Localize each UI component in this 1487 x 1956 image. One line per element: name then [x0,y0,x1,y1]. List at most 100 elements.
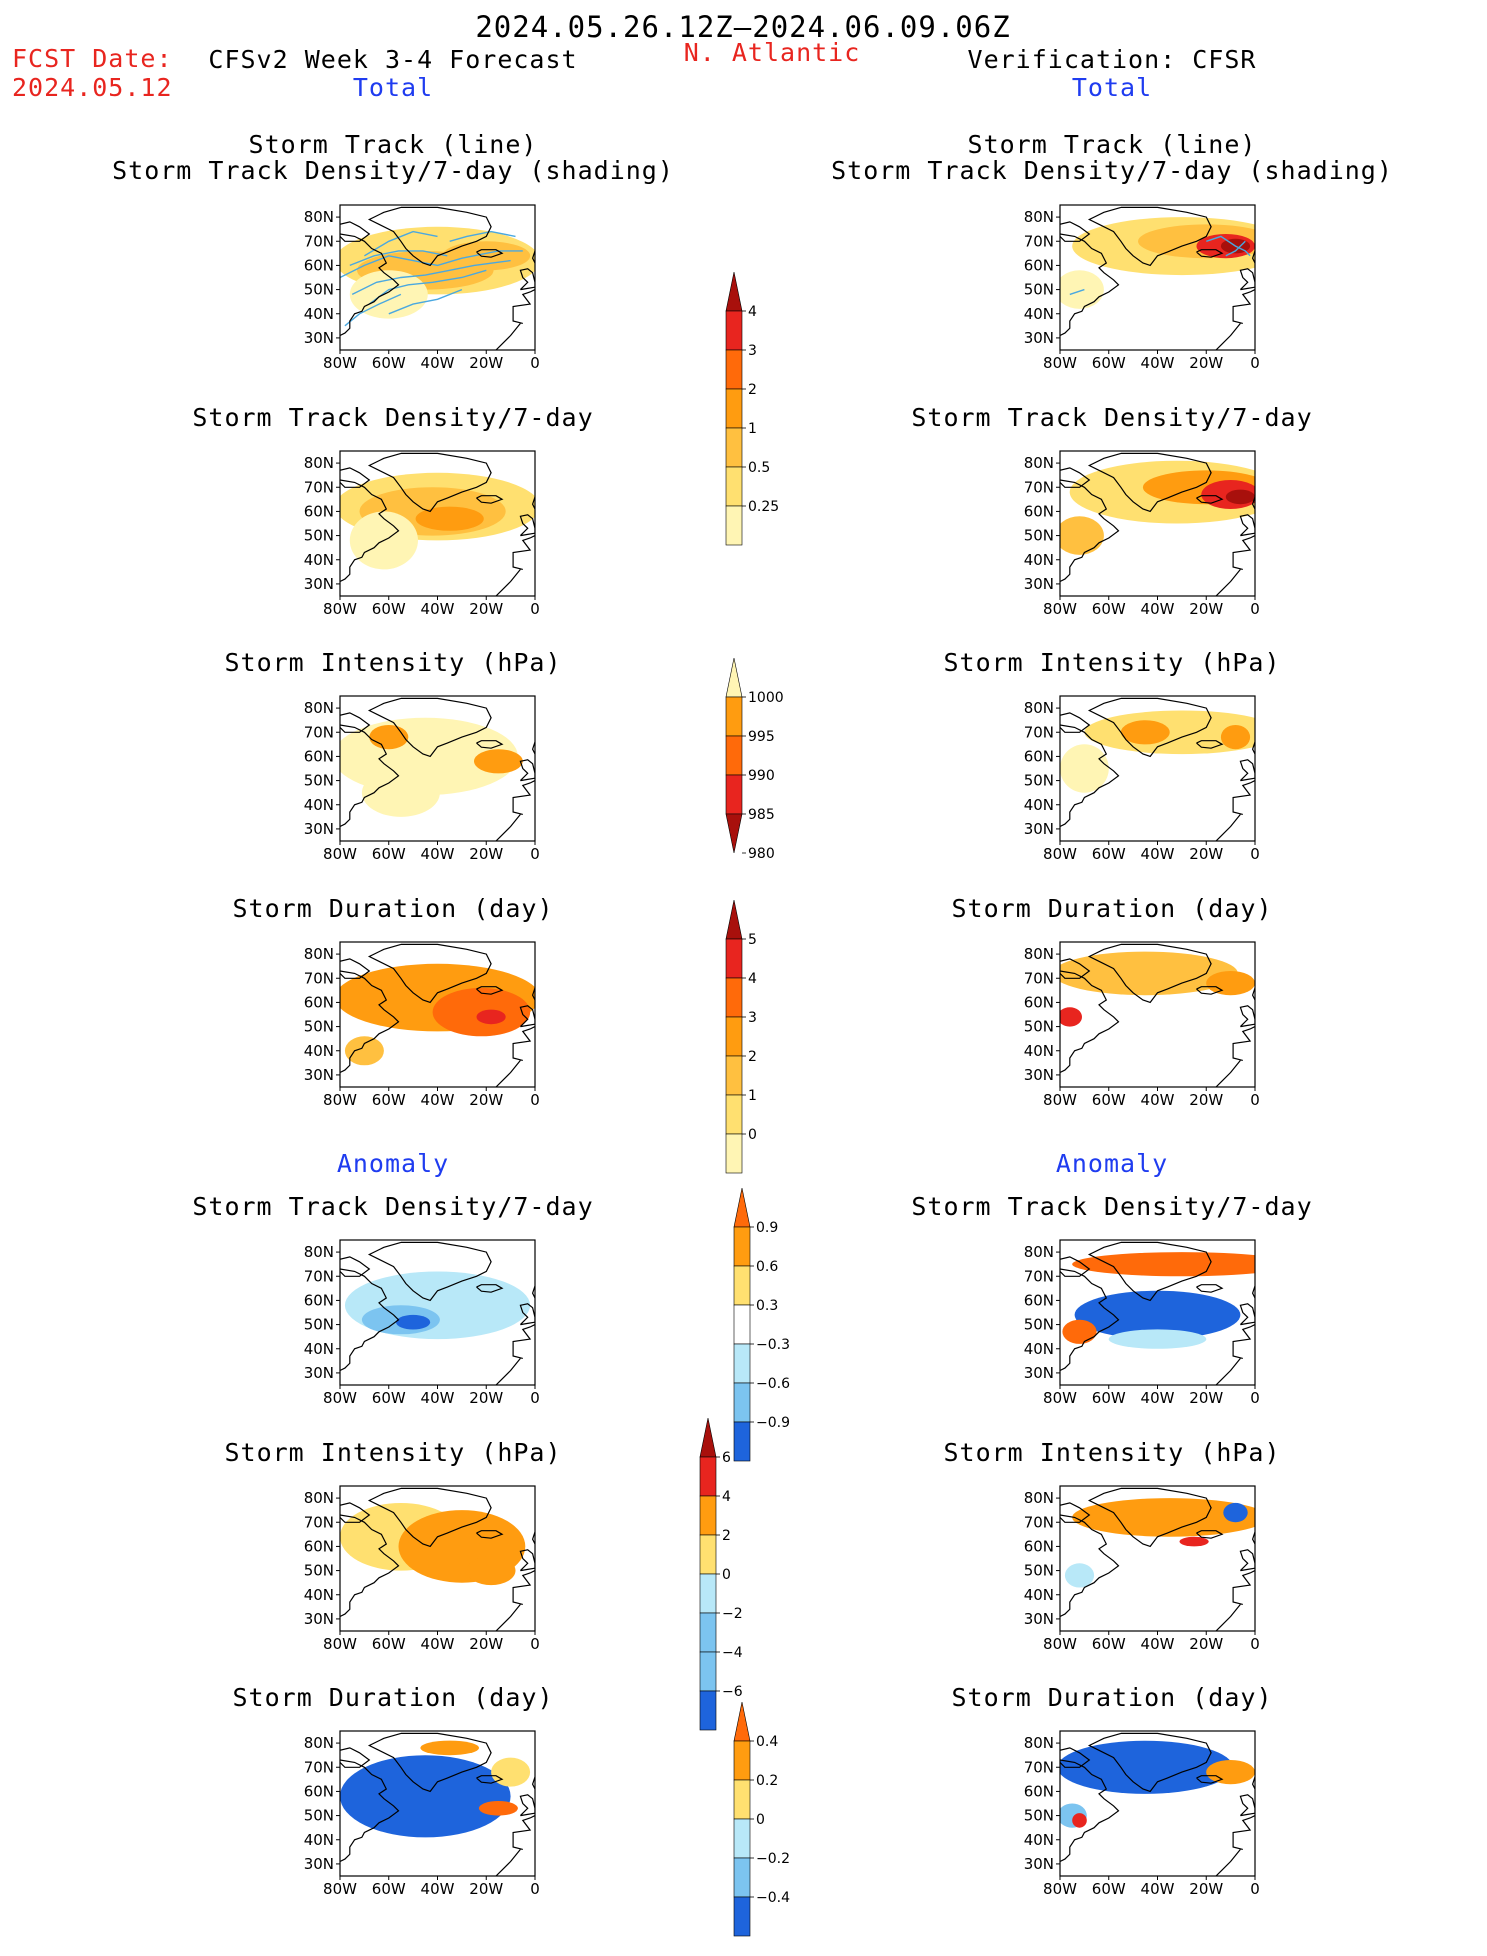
coastline-segment [476,1284,504,1293]
colorbar-segment [733,1818,751,1859]
shading-cell [420,1740,479,1756]
lon-tick-label: 0 [1250,1880,1260,1898]
coastline-segment [340,712,371,733]
storm-track-line [344,293,402,327]
colorbar-segment [699,1456,717,1497]
colorbar-segment [733,1226,751,1267]
lat-tick-label: 30N [304,575,334,593]
lat-tick-label: 60N [304,1537,334,1555]
vf-track-title-1: Storm Track (line) [967,130,1257,159]
lat-tick-label: 30N [1024,575,1054,593]
coastline-segment [512,1324,535,1359]
lat-tick-label: 70N [1024,723,1054,741]
coastline-segment [1087,452,1212,513]
lon-tick-label: 20W [1189,1091,1223,1109]
lon-tick-label: 0 [1250,1091,1260,1109]
lon-tick-label: 20W [1189,354,1223,372]
coastline-segment [519,1005,535,1028]
lat-tick-label: 30N [304,1066,334,1084]
lat-tick-label: 40N [304,1042,334,1060]
lat-tick-label: 60N [1024,502,1054,520]
map-vf-track: 80N 70N 60N 50N 40N 30N 80W 60W 40W 20W 0 [1015,200,1270,385]
lat-tick-label: 40N [1024,1340,1054,1358]
shading-cell [1060,951,1238,996]
shading-cell [442,241,531,271]
colorbar-segment [725,310,743,351]
coastline [340,1241,535,1385]
colorbar-label: 1 [748,421,757,437]
lon-tick-label: 40W [421,354,455,372]
lon-tick-label: 60W [1092,1635,1126,1653]
coastline-segment [495,814,521,841]
lat-tick-label: 40N [304,551,334,569]
lon-tick-label: 20W [469,845,503,863]
coastline-segment [1251,741,1255,755]
shading-cell [361,768,440,817]
lat-tick-label: 40N [1024,796,1054,814]
lat-tick-label: 60N [304,747,334,765]
colorbar-label: 0.2 [756,1773,778,1789]
coastline-segment [1239,1303,1255,1326]
coastline-segment [1239,268,1255,291]
map-vf-duration: 80N 70N 60N 50N 40N 30N 80W 60W 40W 20W 0 [1015,937,1270,1122]
shading-layer [340,963,535,1066]
colorbar-label: 0 [722,1567,731,1583]
colorbar-label: 1 [748,1088,757,1104]
lat-tick-label: 50N [304,1807,334,1825]
colorbar-segment [725,349,743,390]
lon-tick-label: 20W [469,1880,503,1898]
colorbar-label: 0 [748,1127,757,1143]
colorbar-segment [725,427,743,468]
coastline-segment [1196,1530,1224,1539]
coastline-segment [1232,289,1255,324]
coastline-segment [531,987,535,1001]
lat-tick-label: 70N [1024,478,1054,496]
map-fc-track: 80N 70N 60N 50N 40N 30N 80W 60W 40W 20W 0 [295,200,550,385]
map-fc-density: 80N 70N 60N 50N 40N 30N 80W 60W 40W 20W 0 [295,446,550,631]
lon-tick-label: 40W [421,1635,455,1653]
lat-tick-label: 70N [1024,1267,1054,1285]
lat-tick-label: 70N [304,723,334,741]
shading-cell [369,725,409,750]
coastline-segment [495,1060,521,1087]
vf-anom-density-title: Storm Track Density/7-day [911,1192,1313,1221]
lon-tick-label: 60W [372,600,406,618]
region-title: N. Atlantic [683,38,861,67]
colorbar-segment [733,1343,751,1384]
coastline-segment [531,1531,535,1545]
coastline-segment [531,250,535,264]
coastline-segment [519,1794,535,1817]
coastline-segment [1196,1775,1224,1784]
colorbar-segment [699,1690,717,1731]
colorbar-label: 2 [722,1528,731,1544]
lon-tick-label: 20W [469,1091,503,1109]
lat-tick-label: 50N [1024,1807,1054,1825]
lat-tick-label: 30N [1024,1364,1054,1382]
lon-tick-label: 0 [530,1091,540,1109]
fc-anom-duration-title: Storm Duration (day) [232,1683,554,1712]
coastline-segment [340,233,400,337]
coastline-segment [495,1604,521,1631]
coastline-segment [367,206,492,267]
shading-cell [491,1757,531,1787]
lat-tick-label: 30N [304,1364,334,1382]
coastline-segment [476,495,504,504]
coastline-segment [340,479,400,583]
coastline [1060,697,1255,841]
coastline-segment [476,986,504,995]
lat-tick-label: 40N [304,1340,334,1358]
coastline-segment [1087,697,1212,758]
lon-tick-label: 40W [1141,1880,1175,1898]
lat-tick-label: 50N [304,1562,334,1580]
coastline-segment [512,535,535,570]
shading-cell [1072,1252,1255,1277]
coastline-segment [1196,495,1224,504]
storm-track-line [349,250,448,267]
colorbar-segment [725,1133,743,1174]
coastline [1060,1241,1255,1385]
coastline [1060,206,1255,350]
coastline-segment [1196,986,1224,995]
coastline-segment [1060,1759,1120,1863]
lat-tick-label: 30N [1024,1855,1054,1873]
lat-tick-label: 50N [1024,1018,1054,1036]
